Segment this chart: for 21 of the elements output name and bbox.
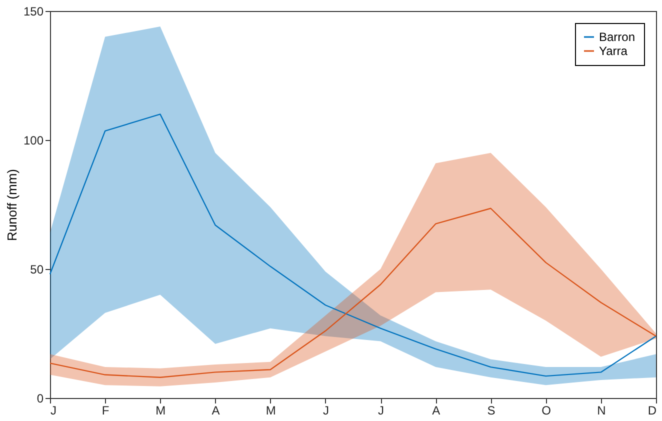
- y-tick-label: 50: [30, 262, 44, 276]
- y-axis-title: Runoff (mm): [4, 169, 20, 241]
- y-tick-label: 0: [36, 392, 44, 406]
- x-tick-label: F: [102, 404, 110, 418]
- x-tick-label: J: [378, 404, 384, 418]
- line-series: [49, 114, 657, 377]
- x-tick-label: A: [432, 404, 440, 418]
- legend-label: Yarra: [599, 44, 628, 58]
- x-tick-label: D: [648, 404, 657, 418]
- x-tick-label: J: [50, 404, 56, 418]
- x-tick-label: A: [212, 404, 220, 418]
- x-tick-label: O: [542, 404, 551, 418]
- x-tick-label: M: [266, 404, 276, 418]
- y-tick-label: 100: [23, 134, 44, 148]
- x-tick-label: S: [487, 404, 496, 418]
- x-tick-label: M: [156, 404, 166, 418]
- x-tick-label: J: [322, 404, 329, 418]
- legend-label: Barron: [599, 30, 636, 44]
- line-series: [49, 208, 657, 378]
- y-tick-label: 150: [23, 4, 44, 18]
- x-tick-label: N: [597, 404, 606, 418]
